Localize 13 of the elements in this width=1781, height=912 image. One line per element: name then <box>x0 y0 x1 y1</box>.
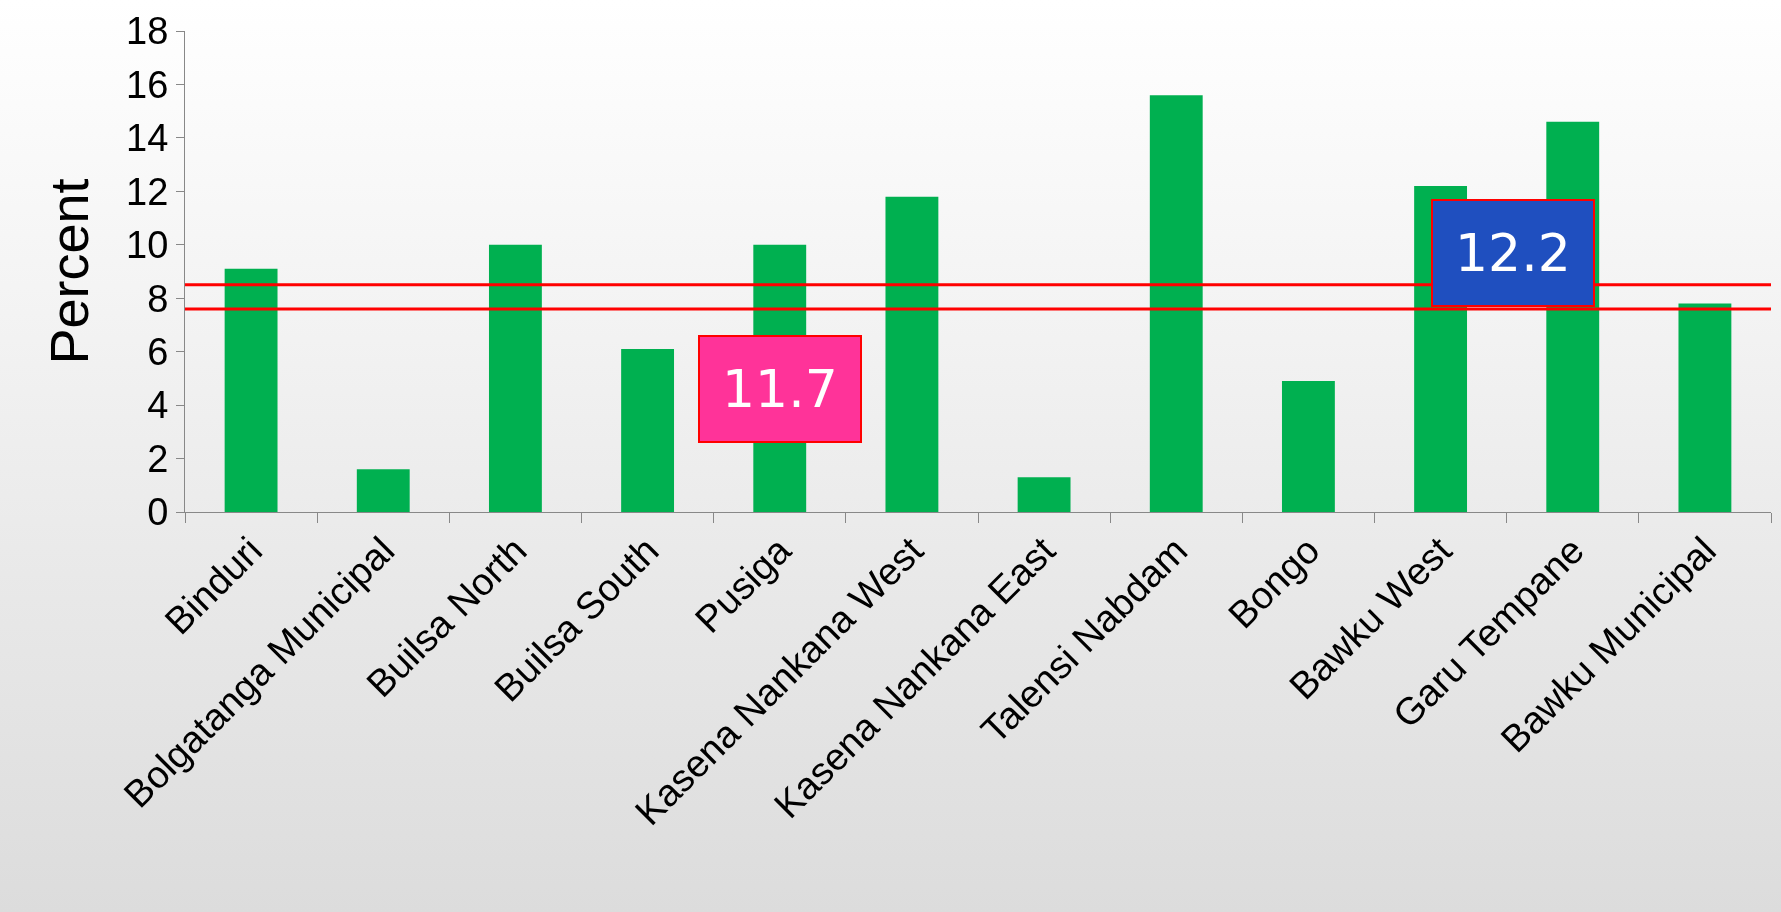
y-tick-label: 12 <box>126 170 169 213</box>
y-tick-label: 8 <box>147 277 169 320</box>
annotation: 12.2 <box>1455 223 1571 283</box>
y-tick-label: 16 <box>126 63 169 106</box>
y-tick-label: 18 <box>126 10 169 53</box>
annotation: 11.7 <box>722 359 838 419</box>
y-tick-label: 2 <box>147 437 169 480</box>
y-tick-label: 6 <box>147 330 169 373</box>
y-tick-label: 0 <box>147 491 169 534</box>
y-tick-label: 4 <box>147 384 169 427</box>
y-tick-label: 10 <box>126 224 169 267</box>
y-axis-title: Percent <box>38 178 99 365</box>
y-tick-label: 14 <box>126 117 169 160</box>
